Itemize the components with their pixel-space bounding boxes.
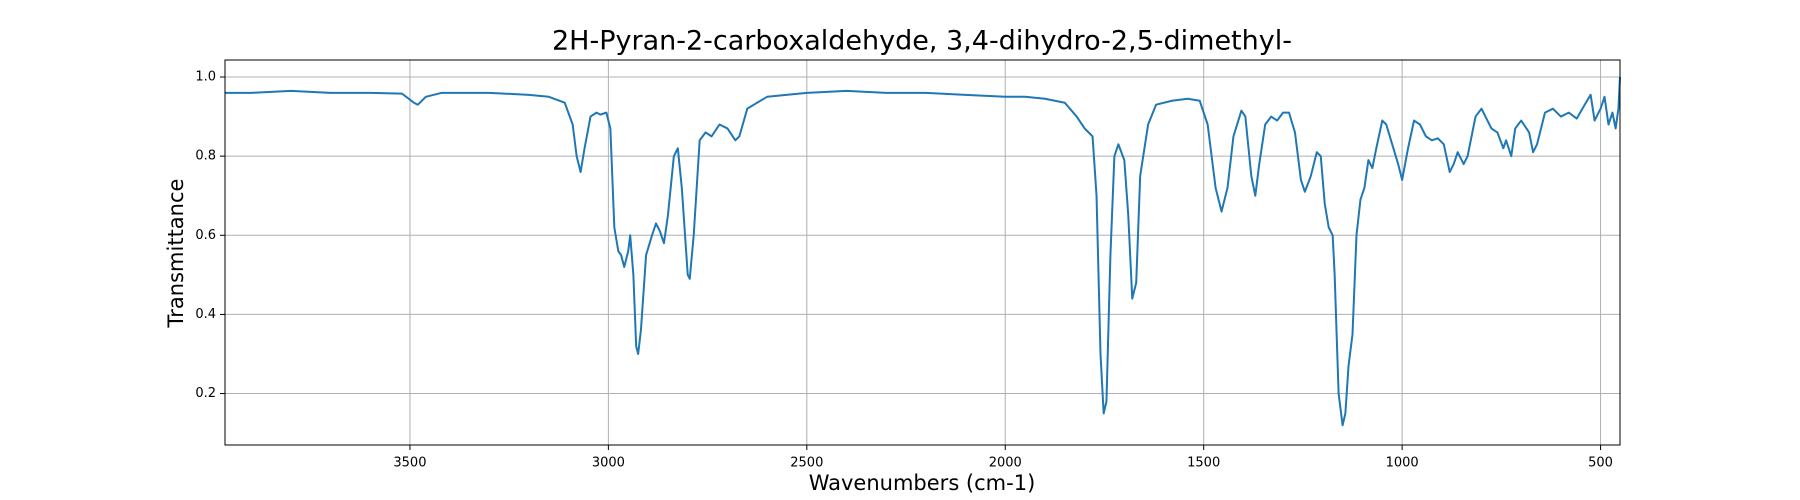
x-tick-label: 3000 bbox=[592, 456, 625, 471]
chart-title: 2H-Pyran-2-carboxaldehyde, 3,4-dihydro-2… bbox=[552, 26, 1292, 57]
x-tick-label: 2000 bbox=[989, 456, 1022, 471]
plot-frame bbox=[224, 59, 1621, 446]
y-tick-label: 0.8 bbox=[195, 149, 216, 164]
x-axis-label: Wavenumbers (cm-1) bbox=[809, 471, 1036, 495]
x-tick-label: 1000 bbox=[1386, 456, 1419, 471]
x-tick-label: 3500 bbox=[393, 456, 426, 471]
y-tick-label: 0.2 bbox=[195, 386, 216, 401]
spectrum-line bbox=[225, 76, 1621, 427]
y-tick-label: 0.6 bbox=[195, 228, 216, 243]
y-tick-label: 1.0 bbox=[195, 70, 216, 85]
x-tick-label: 500 bbox=[1588, 456, 1613, 471]
y-axis-label: Transmittance bbox=[164, 179, 188, 329]
y-tick-label: 0.4 bbox=[195, 307, 216, 322]
x-tick-label: 1500 bbox=[1187, 456, 1220, 471]
x-tick-label: 2500 bbox=[790, 456, 823, 471]
